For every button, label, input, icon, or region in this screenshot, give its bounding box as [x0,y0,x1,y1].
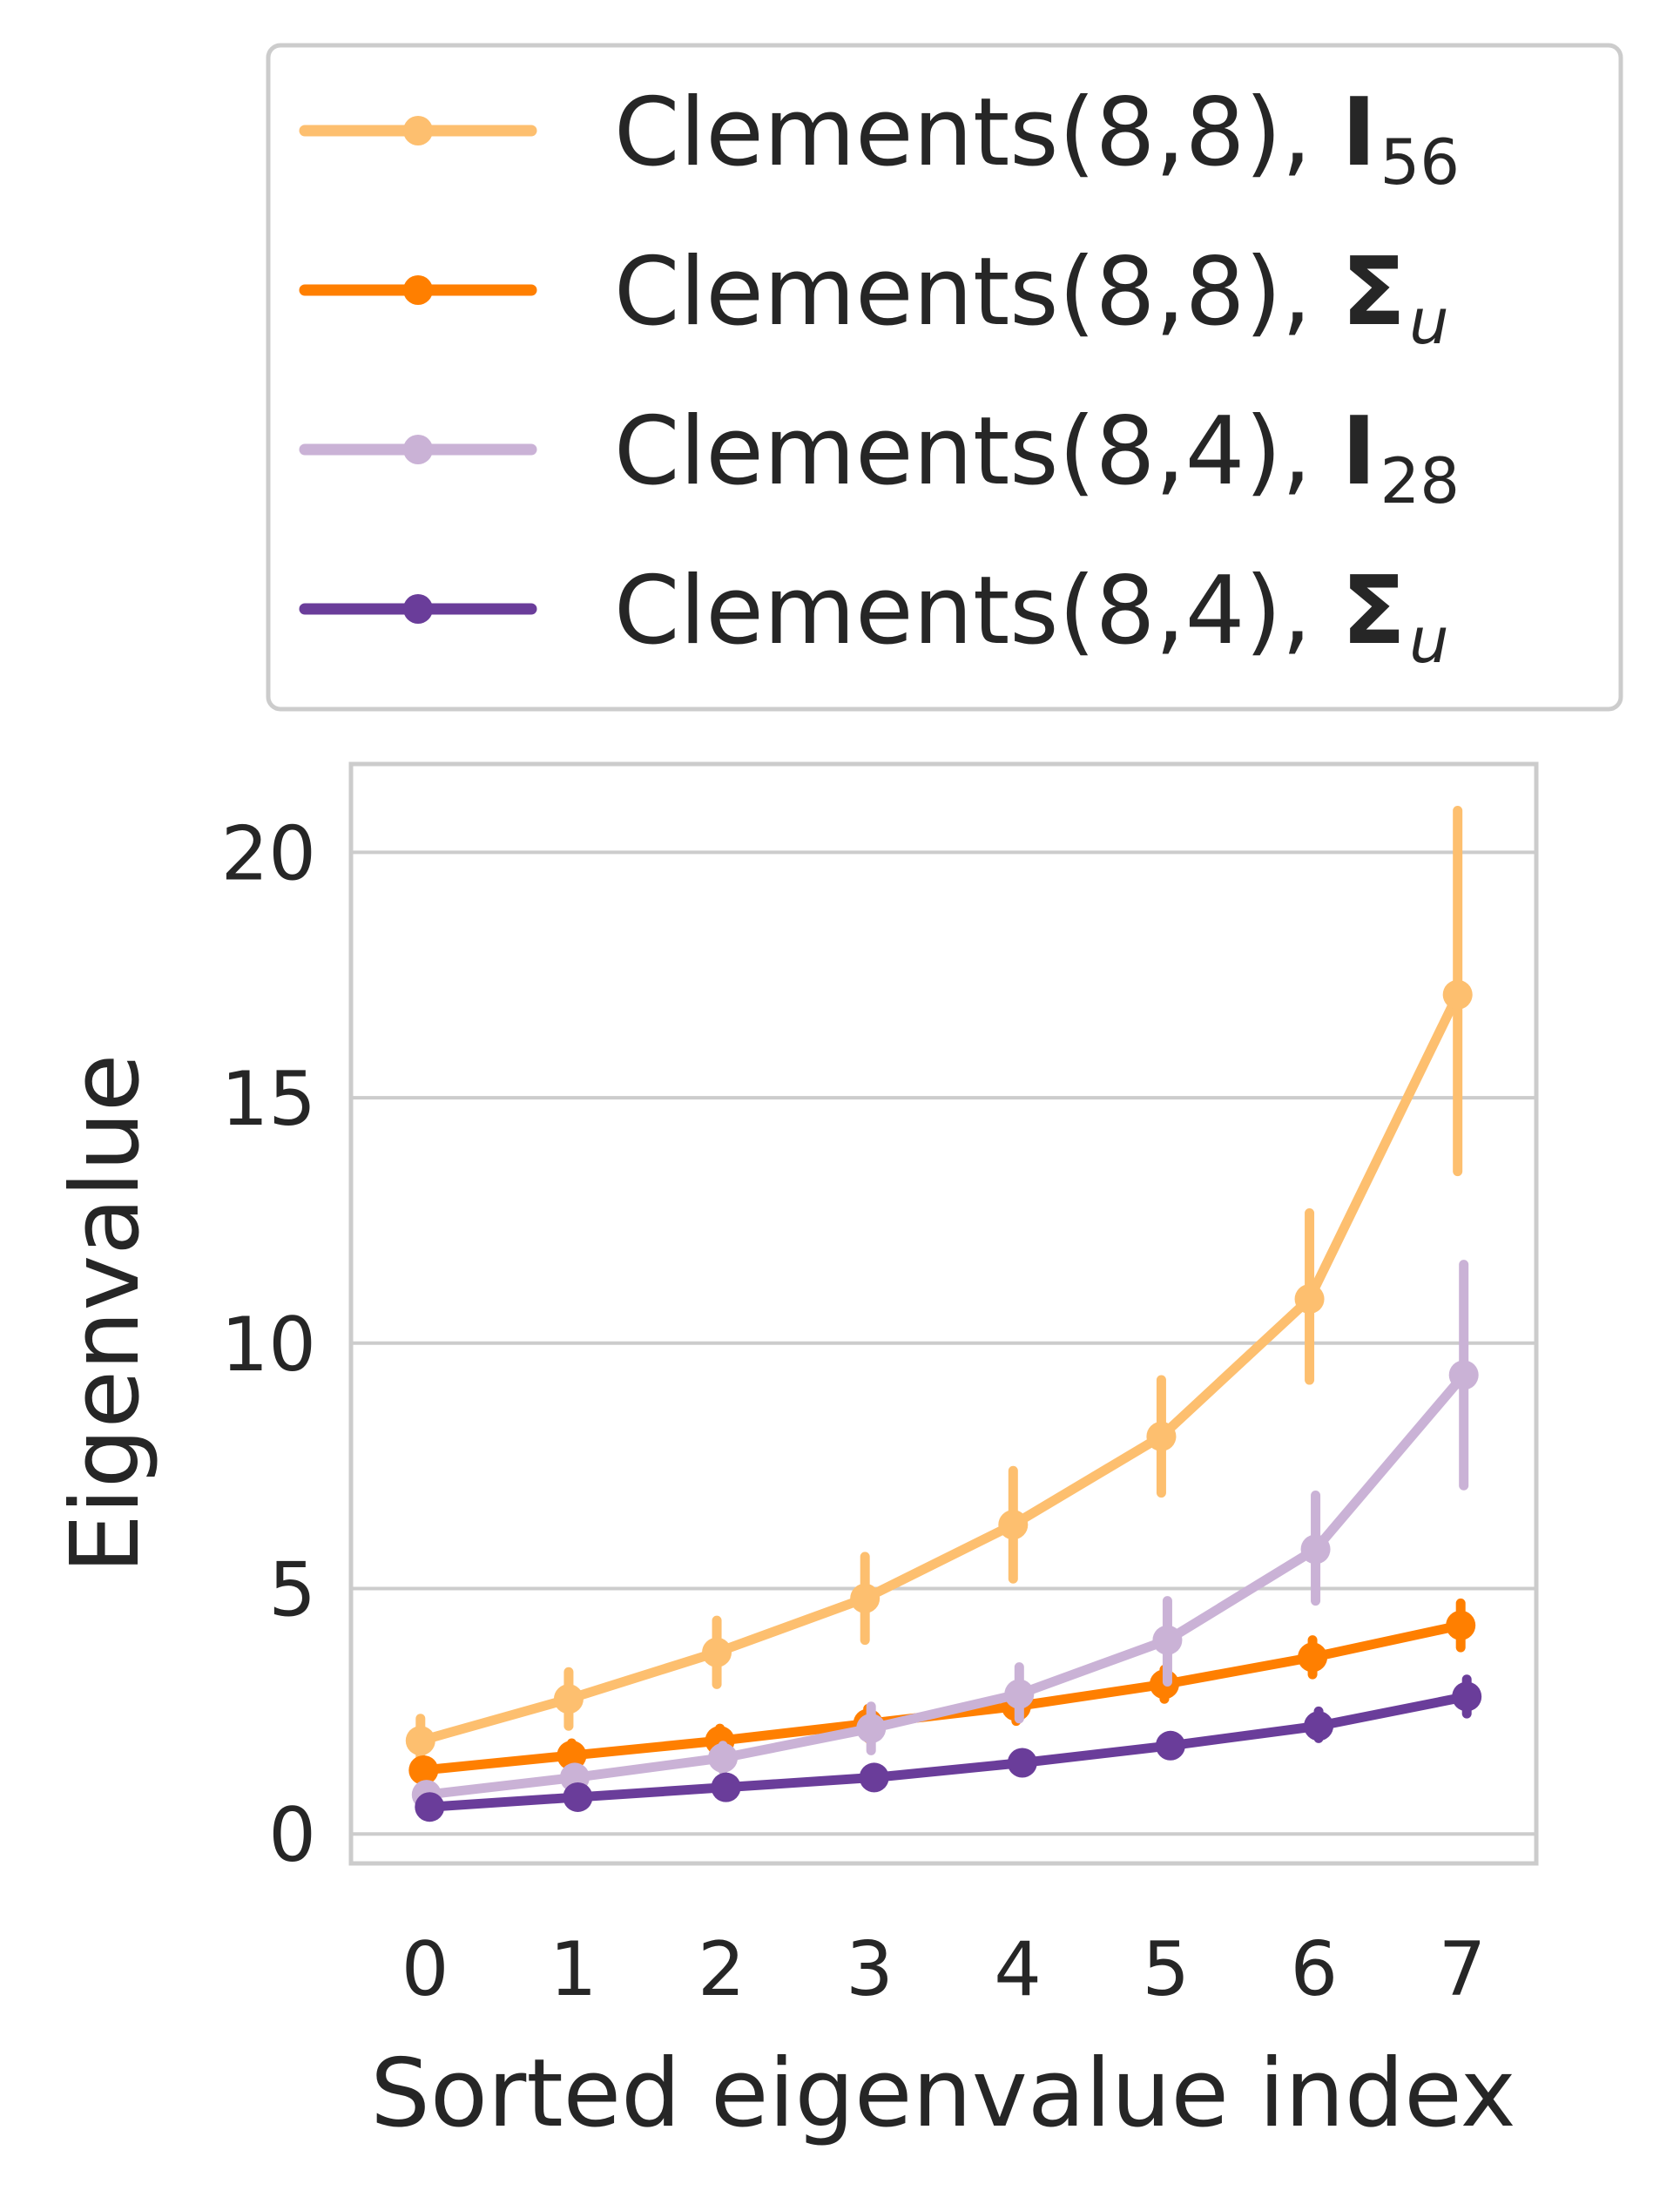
data-point [1300,1534,1331,1565]
legend-entry: Clements(8,4), Σu [299,557,1449,677]
data-point [1146,1421,1177,1451]
legend-label: Clements(8,4), Σu [614,557,1449,677]
y-tick-label: 0 [268,1792,316,1879]
data-point [553,1684,584,1714]
data-point [850,1583,880,1613]
legend-label: Clements(8,4), I28 [614,397,1460,517]
x-tick-label: 2 [698,1926,746,2013]
data-point [998,1510,1029,1540]
y-tick-label: 20 [221,810,316,897]
y-tick-label: 10 [221,1302,316,1389]
data-point [711,1772,741,1802]
data-point [415,1792,445,1822]
x-axis-ticks: 0 1 2 3 4 5 6 7 [401,1926,1487,2013]
legend-entry: Clements(8,8), Σu [299,238,1449,358]
x-tick-label: 4 [994,1926,1042,2013]
plot-frame [348,761,1539,1866]
grid [351,850,1536,1836]
x-tick-label: 6 [1290,1926,1338,2013]
y-axis-label: Eigenvalue [51,1054,160,1574]
series-3 [415,1674,1482,1822]
data-point [708,1742,739,1773]
data-point [702,1637,732,1667]
x-tick-label: 3 [846,1926,894,2013]
legend-entry: Clements(8,4), I28 [299,397,1460,517]
data-point [1442,979,1473,1010]
data-point [1304,1711,1334,1741]
series-line [422,1369,1469,1800]
series-line [415,990,1463,1746]
data-point [1446,1610,1476,1640]
data-point [856,1714,887,1744]
legend-marker [403,594,433,624]
y-tick-label: 5 [268,1547,316,1634]
data-point [1007,1748,1037,1778]
legend: Clements(8,8), I56 Clements(8,8), Σu Cleme… [266,43,1623,712]
data-point [405,1726,435,1756]
legend-marker [403,435,433,464]
data-point [557,1741,587,1771]
x-tick-label: 1 [550,1926,597,2013]
data-point [1448,1360,1479,1390]
legend-label: Clements(8,8), Σu [614,238,1449,358]
legend-marker [403,116,433,145]
legend-marker [403,275,433,305]
legend-frame [266,43,1623,712]
legend-entry: Clements(8,8), I56 [299,78,1460,199]
series-0 [405,806,1473,1766]
plot-area: 0 5 10 15 20 0 1 2 3 4 5 6 7 [221,761,1539,2013]
data-point [859,1762,889,1793]
legend-label: Clements(8,8), I56 [614,78,1460,199]
data-point [1155,1730,1185,1761]
data-point [408,1755,439,1785]
x-tick-label: 5 [1142,1926,1190,2013]
data-point [1294,1284,1325,1315]
data-point [1152,1625,1183,1655]
series-2 [411,1260,1479,1810]
x-axis-label: Sorted eigenvalue index [370,2039,1515,2148]
series-layer [405,806,1482,1822]
x-tick-label: 7 [1439,1926,1487,2013]
y-axis-ticks: 0 5 10 15 20 [221,810,316,1879]
x-tick-label: 0 [401,1926,449,2013]
y-tick-label: 15 [221,1056,316,1143]
data-point [1452,1681,1482,1712]
series-line [424,1691,1472,1812]
data-point [563,1782,593,1812]
data-point [1004,1679,1035,1709]
data-point [1298,1642,1328,1673]
